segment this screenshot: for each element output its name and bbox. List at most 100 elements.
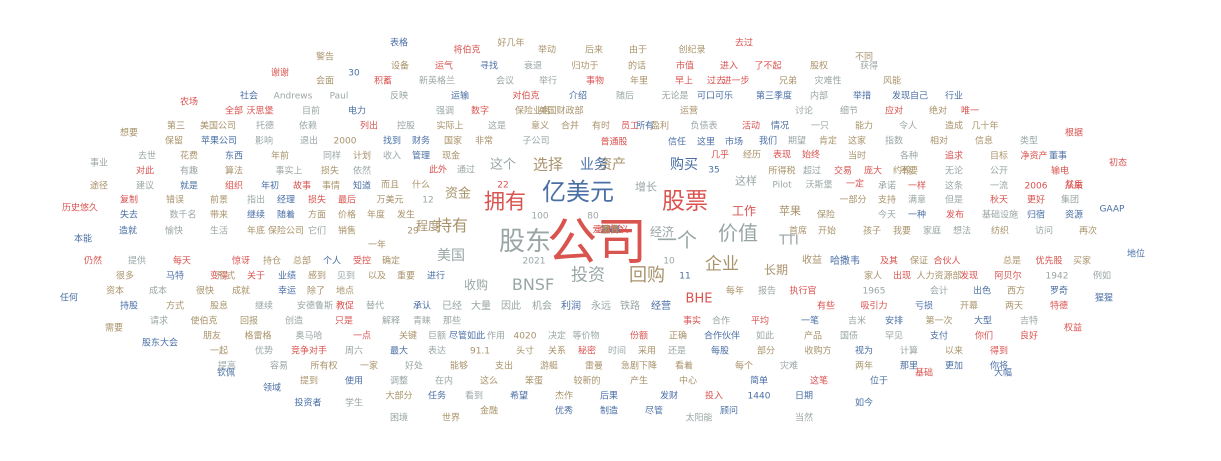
- word-cloud-word: 一只: [810, 121, 830, 132]
- word-cloud-word: 因此: [501, 301, 521, 312]
- word-cloud-word: 安排: [884, 316, 904, 327]
- word-cloud-word: 损失: [320, 166, 340, 177]
- word-cloud-word: 承保: [601, 225, 620, 235]
- word-cloud-word: 业绩: [277, 271, 297, 282]
- word-cloud-word: 以及: [367, 271, 387, 282]
- word-cloud-word: 对伯克: [512, 91, 540, 102]
- word-cloud-word: 如今: [854, 398, 874, 409]
- word-cloud-word: 发现自己: [891, 91, 929, 102]
- word-cloud-word: 出色: [972, 286, 992, 297]
- word-cloud-word: 拥有: [484, 189, 526, 214]
- word-cloud-word: 承认: [412, 301, 432, 312]
- word-cloud-word: 追悼会: [596, 225, 625, 235]
- word-cloud-word: 一个: [657, 228, 697, 252]
- word-cloud-word: 全部: [224, 106, 244, 117]
- word-cloud-word: 资源: [1064, 210, 1084, 221]
- word-cloud-word: 正确: [668, 331, 688, 342]
- word-cloud-word: 希望: [509, 391, 529, 402]
- word-cloud-word: 采用: [637, 346, 657, 357]
- word-cloud-word: 爱国主义: [592, 225, 629, 235]
- word-cloud-word: 急剧下降: [620, 361, 658, 372]
- word-cloud-word: 重要: [396, 271, 416, 282]
- word-cloud-word: 能力: [854, 121, 874, 132]
- word-cloud-word: 回购: [629, 265, 665, 286]
- word-cloud-word: 1440: [747, 391, 771, 402]
- word-cloud-word: 应对: [884, 106, 904, 117]
- word-cloud-word: 数字: [470, 106, 490, 117]
- word-cloud-word: 30: [348, 68, 360, 79]
- word-cloud-word: 净资产: [1020, 151, 1048, 162]
- word-cloud-word: 事物: [585, 76, 605, 87]
- word-cloud-word: 经理: [276, 195, 296, 206]
- word-cloud-word: 想法: [952, 226, 972, 237]
- word-cloud-word: 始终: [801, 150, 821, 161]
- word-cloud-word: 复制: [119, 195, 139, 206]
- word-cloud-word: 列出: [359, 121, 379, 132]
- word-cloud-word: 铁路: [620, 301, 640, 312]
- word-cloud-word: 初态: [1108, 158, 1128, 169]
- word-cloud-word: 期望: [787, 136, 807, 147]
- word-cloud-word: 特德: [1049, 301, 1069, 312]
- word-cloud-word: 已经: [442, 301, 462, 312]
- word-cloud-word: 损失: [307, 195, 327, 206]
- word-cloud-word: 事情: [321, 181, 341, 192]
- word-cloud-word: 还是: [667, 346, 687, 357]
- word-cloud-word: 第三季度: [755, 91, 793, 102]
- word-cloud-word: 个人: [322, 256, 342, 267]
- word-cloud-word: 头寸: [515, 346, 535, 357]
- word-cloud-word: 影响: [254, 136, 274, 147]
- word-cloud-word: 然后: [1064, 180, 1084, 191]
- word-cloud-word: 地点: [335, 286, 355, 297]
- word-cloud-word: 这家: [847, 136, 867, 147]
- word-cloud-word: 最大: [389, 346, 409, 357]
- word-cloud-word: 造成: [944, 121, 964, 132]
- word-cloud-word: 目标: [989, 151, 1009, 162]
- word-cloud-word: 了不起: [754, 61, 782, 72]
- word-cloud-word: 美国: [437, 248, 465, 264]
- word-cloud-word: 周六: [344, 346, 364, 357]
- word-cloud-word: 竞争对手: [290, 346, 328, 357]
- word-cloud-word: 有些: [816, 301, 836, 312]
- word-cloud-word: 可口可乐: [696, 91, 734, 102]
- word-cloud-word: 价值: [718, 221, 758, 245]
- word-cloud-word: 家人: [863, 271, 883, 282]
- word-cloud-word: 产生: [629, 376, 649, 387]
- word-cloud-word: 一定: [845, 179, 865, 190]
- word-cloud-word: 几乎: [710, 150, 730, 161]
- word-cloud-word: 这个: [489, 157, 517, 173]
- word-cloud-word: 当时: [847, 151, 867, 162]
- word-cloud-word: 哈撒韦: [830, 256, 860, 267]
- word-cloud-word: 由于: [628, 45, 648, 56]
- word-cloud-word: 随着: [276, 210, 296, 221]
- word-cloud-word: 优先股: [1035, 256, 1063, 267]
- word-cloud-word: 后来: [584, 45, 604, 56]
- word-cloud-word: 中心: [678, 376, 698, 387]
- word-cloud-word: 归功于: [571, 61, 599, 72]
- word-cloud-word: 经营: [651, 301, 671, 312]
- word-cloud-word: 罗奇: [1049, 286, 1069, 297]
- word-cloud-word: 令人: [898, 121, 918, 132]
- word-cloud-word: 交易: [833, 166, 853, 177]
- word-cloud-word: 每年: [725, 286, 745, 297]
- word-cloud-word: 万美元: [376, 195, 404, 206]
- word-cloud-word: 成就: [231, 286, 251, 297]
- word-cloud-word: 董事: [1048, 151, 1068, 162]
- word-cloud-word: 增长: [635, 180, 657, 194]
- word-cloud-word: 你将: [989, 361, 1009, 372]
- word-cloud-word: 行业: [944, 91, 964, 102]
- word-cloud-word: 知道: [352, 181, 372, 192]
- word-cloud-word: 表达: [427, 346, 447, 357]
- word-cloud-word: 介绍: [568, 91, 588, 102]
- word-cloud-word: 强调: [435, 106, 455, 117]
- word-cloud-word: 资本: [105, 286, 125, 297]
- word-cloud-word: 好处: [404, 361, 424, 372]
- word-cloud-word: 意义: [530, 121, 550, 132]
- word-cloud-word: 员工: [620, 121, 640, 132]
- word-cloud-word: 经济: [649, 225, 675, 239]
- word-cloud-word: 我们: [758, 136, 778, 147]
- word-cloud-word: 控股: [396, 121, 416, 132]
- word-cloud-word: 一笔: [800, 316, 820, 327]
- word-cloud-word: 支持: [877, 195, 897, 206]
- word-cloud-word: 创纪录: [678, 45, 706, 56]
- word-cloud-word: 更加: [944, 361, 964, 372]
